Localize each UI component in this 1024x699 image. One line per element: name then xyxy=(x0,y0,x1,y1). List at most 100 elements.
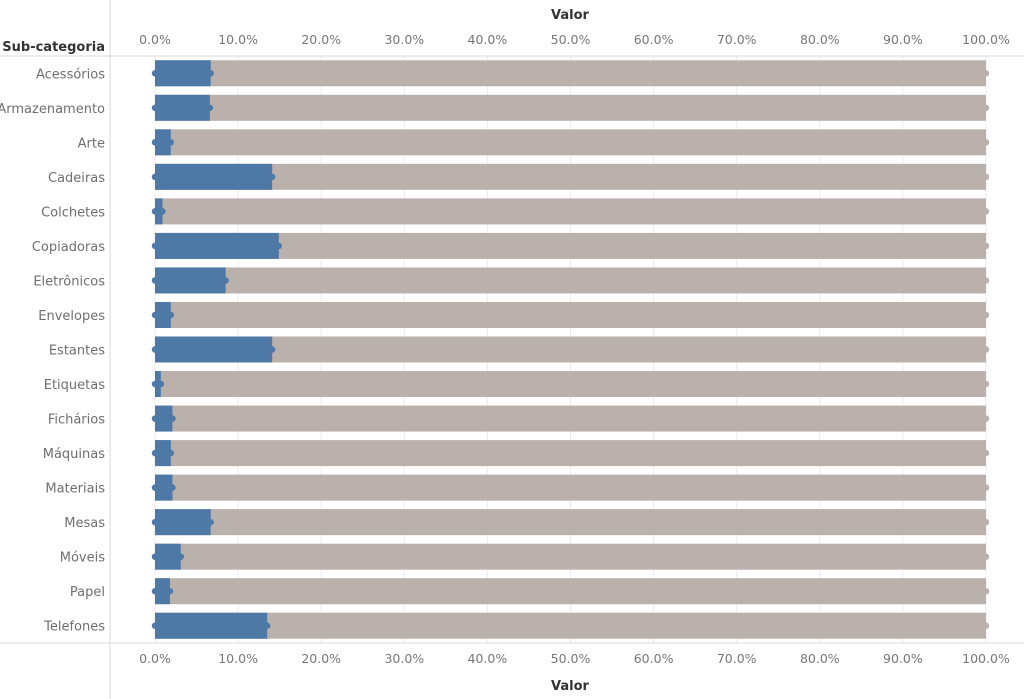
bar-value-end-dot xyxy=(169,484,176,491)
bar-value-end-dot xyxy=(166,588,174,595)
x-tick-label-bottom: 10.0% xyxy=(218,651,258,666)
category-label: Copiadoras xyxy=(32,240,105,255)
bar-total[interactable] xyxy=(155,440,986,467)
x-tick-label-bottom: 40.0% xyxy=(468,651,508,666)
bar-total[interactable] xyxy=(155,371,986,398)
bar-total[interactable] xyxy=(155,60,986,87)
bar-value[interactable] xyxy=(155,198,163,225)
bar-total[interactable] xyxy=(155,129,986,156)
bar-value-end-dot xyxy=(167,449,174,457)
category-label: Papel xyxy=(70,585,105,600)
x-tick-label-top: 0.0% xyxy=(139,32,171,47)
bar-total-end-dot xyxy=(982,588,990,595)
bar-value-start-dot xyxy=(151,242,159,250)
x-tick-label-bottom: 60.0% xyxy=(634,651,674,666)
bar-value[interactable] xyxy=(155,578,170,605)
bar-value-start-dot xyxy=(151,139,159,146)
bar-value-end-dot xyxy=(169,415,176,422)
bar-value-end-dot xyxy=(275,242,283,250)
bar-value[interactable] xyxy=(155,612,268,639)
bar-total-end-dot xyxy=(982,449,990,457)
bar-value-end-dot xyxy=(207,518,214,526)
x-tick-label-bottom: 20.0% xyxy=(301,651,341,666)
bar-value-end-dot xyxy=(222,277,229,284)
bar-value[interactable] xyxy=(155,129,171,156)
bar-value[interactable] xyxy=(155,267,226,294)
category-label: Colchetes xyxy=(41,205,105,220)
bar-value-start-dot xyxy=(151,173,159,181)
bar-total[interactable] xyxy=(155,543,986,570)
bar-total-end-dot xyxy=(982,484,990,491)
bar-value-end-dot xyxy=(207,70,214,77)
bar-total[interactable] xyxy=(155,198,986,225)
category-label: Arte xyxy=(78,136,105,151)
x-tick-label-bottom: 30.0% xyxy=(384,651,424,666)
bar-total[interactable] xyxy=(155,336,986,363)
x-tick-label-bottom: 80.0% xyxy=(800,651,840,666)
bar-total-end-dot xyxy=(982,346,990,353)
x-tick-label-bottom: 100.0% xyxy=(962,651,1010,666)
bar-value[interactable] xyxy=(155,405,173,432)
bar-value[interactable] xyxy=(155,440,171,467)
bar-total-end-dot xyxy=(982,104,990,111)
bar-value-end-dot xyxy=(157,380,165,388)
bar-total[interactable] xyxy=(155,578,986,605)
bar-total-end-dot xyxy=(982,208,990,215)
bar-value[interactable] xyxy=(155,336,273,363)
x-tick-label-bottom: 0.0% xyxy=(139,651,171,666)
bar-value-start-dot xyxy=(151,588,159,595)
bar-total-end-dot xyxy=(982,70,990,77)
bar-total[interactable] xyxy=(155,232,986,259)
bar-total-end-dot xyxy=(982,553,990,560)
x-tick-label-bottom: 50.0% xyxy=(551,651,591,666)
bar-total[interactable] xyxy=(155,301,986,328)
category-label: Móveis xyxy=(60,551,105,566)
bar-total-end-dot xyxy=(982,311,990,319)
bar-total[interactable] xyxy=(155,163,986,190)
bar-total[interactable] xyxy=(155,267,986,294)
x-tick-label-top: 10.0% xyxy=(218,32,258,47)
category-label: Etiquetas xyxy=(44,378,105,393)
x-axis-bottom-ticks: 0.0% 10.0% 20.0% 30.0% 40.0% 50.0% 60.0% 70.0% 8… xyxy=(139,651,1010,666)
x-tick-label-top: 100.0% xyxy=(962,32,1010,47)
category-label: Cadeiras xyxy=(48,171,105,186)
bar-total-end-dot xyxy=(982,415,990,422)
x-tick-label-bottom: 70.0% xyxy=(717,651,757,666)
bar-value-end-dot xyxy=(263,622,271,629)
bar-value[interactable] xyxy=(155,301,171,328)
bar-total[interactable] xyxy=(155,405,986,432)
bar-value[interactable] xyxy=(155,474,173,501)
category-label: Fichários xyxy=(48,413,105,428)
bar-value-start-dot xyxy=(151,208,159,215)
x-axis-top-ticks: 0.0% 10.0% 20.0% 30.0% 40.0% 50.0% 60.0% 70.0% 8… xyxy=(139,32,1010,47)
x-tick-label-top: 30.0% xyxy=(384,32,424,47)
bar-value[interactable] xyxy=(155,232,279,259)
bar-value-end-dot xyxy=(268,346,276,353)
x-tick-label-top: 60.0% xyxy=(634,32,674,47)
bar-total-end-dot xyxy=(982,622,990,629)
bar-total-end-dot xyxy=(982,518,990,526)
category-label: Materiais xyxy=(45,482,105,497)
row-header-title: Sub-categoria xyxy=(2,40,105,55)
x-tick-label-top: 50.0% xyxy=(551,32,591,47)
bar-value[interactable] xyxy=(155,509,211,536)
category-label: Estantes xyxy=(49,344,105,359)
bar-value[interactable] xyxy=(155,94,210,121)
bar-value[interactable] xyxy=(155,543,181,570)
bar-value[interactable] xyxy=(155,163,273,190)
bar-total[interactable] xyxy=(155,509,986,536)
bar-total-end-dot xyxy=(982,242,990,250)
x-tick-label-top: 40.0% xyxy=(468,32,508,47)
category-label: Telefones xyxy=(43,620,105,635)
bar-value[interactable] xyxy=(155,60,211,87)
bar-total[interactable] xyxy=(155,474,986,501)
bar-total[interactable] xyxy=(155,612,986,639)
bars xyxy=(151,60,990,639)
bar-value-start-dot xyxy=(151,553,159,560)
bar-total-end-dot xyxy=(982,277,990,284)
bar-value-start-dot xyxy=(151,104,159,111)
bar-total[interactable] xyxy=(155,94,986,121)
category-label: Máquinas xyxy=(43,447,105,462)
